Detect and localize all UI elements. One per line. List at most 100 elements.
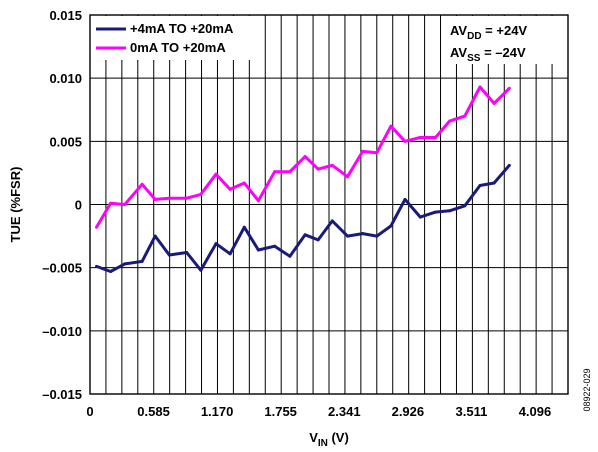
x-tick-label: 1.755 [264, 404, 297, 419]
data-point-series-2 [418, 136, 422, 140]
data-point-series-1 [95, 264, 99, 268]
series-line-2 [95, 85, 511, 228]
data-point-series-1 [109, 269, 113, 273]
annotation-box [446, 16, 567, 64]
x-axis-title-unit: (V) [328, 430, 349, 445]
data-point-series-1 [389, 224, 393, 228]
data-point-series-1 [418, 215, 422, 219]
y-tick-label: –0.010 [42, 324, 82, 339]
data-point-series-1 [228, 252, 232, 256]
data-point-series-2 [303, 154, 307, 158]
avss-value: = –24V [480, 45, 526, 60]
data-point-series-2 [199, 192, 203, 196]
data-point-series-1 [375, 234, 379, 238]
data-point-series-1 [153, 234, 157, 238]
avss-sub: SS [467, 53, 481, 64]
data-point-series-1 [492, 181, 496, 185]
data-point-series-1 [330, 219, 334, 223]
data-point-series-1 [242, 225, 246, 229]
data-point-series-1 [433, 210, 437, 214]
data-point-series-2 [123, 203, 127, 206]
data-point-series-2 [273, 170, 277, 174]
data-point-series-2 [507, 86, 511, 90]
y-tick-label: 0.005 [49, 134, 82, 149]
y-tick-label: 0 [75, 198, 82, 213]
data-point-series-1 [403, 197, 407, 201]
data-point-series-2 [140, 182, 144, 186]
data-point-series-2 [288, 170, 292, 174]
data-point-series-1 [199, 268, 203, 272]
y-tick-labels: 0.015 0.010 0.005 0 –0.005 –0.010 –0.015 [42, 8, 82, 402]
data-point-series-2 [153, 197, 157, 201]
data-point-series-2 [403, 139, 407, 143]
data-point-series-1 [478, 184, 482, 188]
data-point-series-1 [463, 204, 467, 208]
data-point-series-2 [433, 136, 437, 140]
data-point-series-1 [256, 248, 260, 252]
x-tick-label: 2.926 [392, 404, 425, 419]
avss-main: AV [450, 45, 467, 60]
data-point-series-1 [288, 254, 292, 258]
avdd-main: AV [450, 23, 467, 38]
data-point-series-2 [167, 196, 171, 200]
data-point-series-1 [167, 253, 171, 257]
legend-label-series-1: +4mA TO +20mA [130, 21, 234, 36]
data-point-series-1 [140, 259, 144, 263]
data-point-series-1 [507, 163, 511, 167]
avdd-value: = +24V [482, 23, 528, 38]
legend-label-series-2: 0mA TO +20mA [130, 40, 226, 55]
grid [90, 14, 568, 395]
data-point-series-1 [316, 238, 320, 242]
data-point-series-1 [303, 233, 307, 237]
x-tick-label: 1.170 [201, 404, 234, 419]
y-tick-label: –0.015 [42, 387, 82, 402]
data-point-series-2 [448, 119, 452, 123]
x-tick-labels: 0 0.585 1.170 1.755 2.341 2.926 3.511 4.096 [86, 404, 551, 419]
legend: +4mA TO +20mA 0mA TO +20mA [91, 16, 259, 60]
data-point-series-2 [478, 85, 482, 89]
data-point-series-2 [375, 151, 379, 155]
data-point-series-2 [492, 101, 496, 105]
data-point-series-2 [389, 124, 393, 128]
x-axis-title-sub: IN [318, 438, 328, 449]
data-point-series-2 [185, 196, 189, 200]
data-point-series-1 [345, 234, 349, 238]
x-tick-label: 0.585 [137, 404, 170, 419]
data-point-series-1 [273, 244, 277, 248]
data-point-series-2 [228, 187, 232, 191]
x-axis-title: VIN (V) [309, 430, 349, 449]
data-point-series-2 [109, 201, 113, 205]
avss-label: AVSS = –24V [450, 45, 526, 64]
x-tick-label: 4.096 [519, 404, 552, 419]
data-point-series-2 [361, 149, 365, 153]
figure-id: 08922-029 [582, 368, 592, 411]
y-axis-title: TUE (%FSR) [8, 167, 23, 243]
plot-frame [89, 14, 569, 395]
data-point-series-2 [463, 114, 467, 118]
data-point-series-1 [185, 251, 189, 255]
y-tick-label: –0.005 [42, 261, 82, 276]
legend-box [91, 16, 259, 60]
data-point-series-2 [95, 225, 99, 229]
x-axis-title-main: V [309, 430, 318, 445]
x-tick-label: 0 [86, 404, 93, 419]
supply-annotation: AVDD = +24V AVSS = –24V [446, 16, 567, 64]
data-point-series-1 [123, 262, 127, 266]
data-point-series-1 [448, 209, 452, 213]
x-tick-label: 2.341 [328, 404, 361, 419]
data-point-series-2 [242, 181, 246, 185]
data-point-series-2 [256, 199, 260, 203]
data-point-series-1 [214, 242, 218, 246]
avdd-sub: DD [467, 31, 481, 42]
data-point-series-2 [214, 172, 218, 176]
y-tick-label: 0.010 [49, 71, 82, 86]
data-point-series-1 [361, 232, 365, 236]
data-point-series-2 [316, 167, 320, 171]
y-tick-label: 0.015 [49, 8, 82, 23]
series-lines [95, 85, 511, 273]
x-tick-label: 3.511 [456, 404, 488, 419]
data-point-series-2 [345, 175, 349, 179]
data-point-series-2 [330, 163, 334, 167]
series-line-1 [95, 164, 511, 273]
